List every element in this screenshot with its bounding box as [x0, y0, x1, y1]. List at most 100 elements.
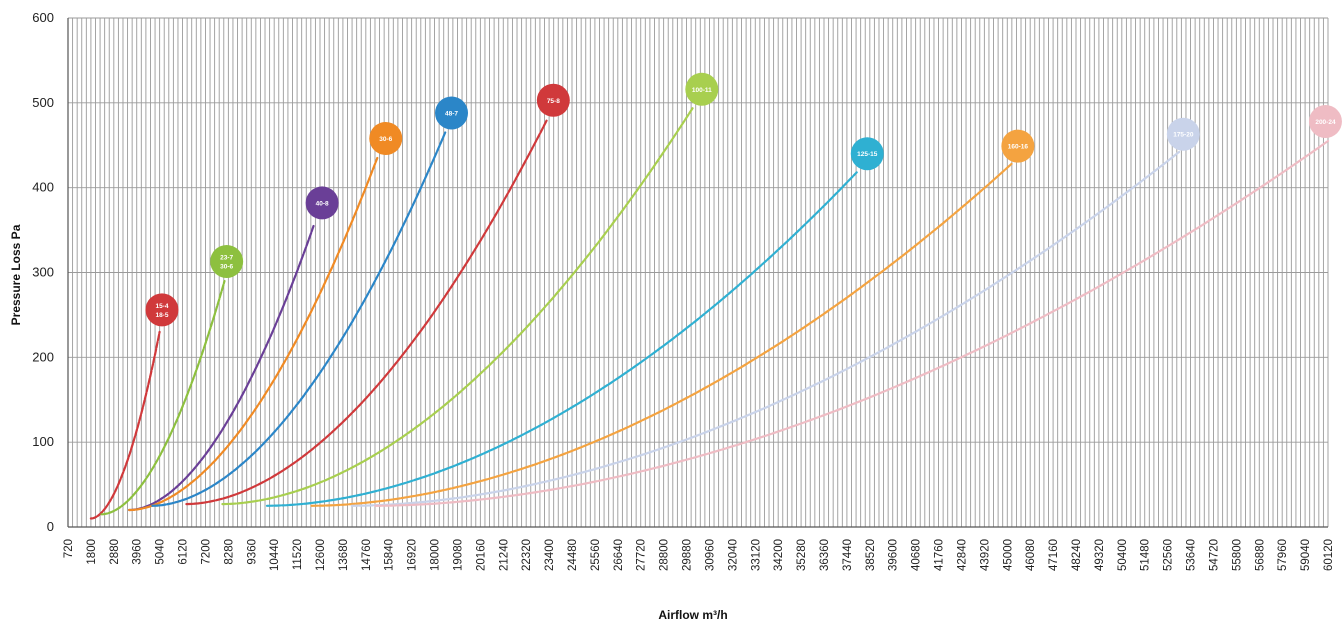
- x-tick-label: 59040: [1300, 539, 1312, 571]
- x-tick-label: 35280: [796, 539, 808, 571]
- x-tick-label: 22320: [521, 539, 533, 571]
- x-tick-label: 10440: [269, 539, 281, 571]
- series-label-bubble: [1308, 104, 1342, 138]
- y-tick-label: 0: [47, 519, 54, 534]
- y-tick-label: 400: [32, 180, 54, 195]
- x-tick-label: 47160: [1048, 539, 1060, 571]
- series-label-text: 48-7: [445, 111, 458, 118]
- x-tick-label: 57960: [1277, 539, 1289, 571]
- x-tick-label: 23400: [544, 539, 556, 571]
- series-label-text: 18-5: [155, 312, 168, 319]
- series-label-text: 160-16: [1008, 144, 1029, 151]
- series-label-text: 100-11: [692, 87, 712, 94]
- x-tick-label: 43920: [979, 539, 991, 571]
- x-tick-label: 42840: [956, 539, 968, 571]
- x-tick-label: 24480: [567, 539, 579, 571]
- x-tick-label: 720: [63, 539, 75, 558]
- x-axis-title: Airflow m³/h: [658, 608, 727, 622]
- series-label-bubble: [305, 186, 339, 220]
- y-tick-label: 500: [32, 95, 54, 110]
- x-tick-label: 28800: [659, 539, 671, 571]
- x-tick-label: 8280: [223, 539, 235, 565]
- x-tick-label: 32040: [727, 539, 739, 571]
- x-tick-label: 5040: [155, 539, 167, 565]
- x-tick-label: 51480: [1140, 539, 1152, 571]
- x-tick-label: 11520: [292, 539, 304, 570]
- series-line: [128, 156, 379, 512]
- x-tick-label: 50400: [1117, 539, 1129, 571]
- series-line: [221, 106, 695, 506]
- series-label-bubble: [145, 293, 179, 327]
- x-tick-label: 46080: [1025, 539, 1037, 571]
- series-label-text: 23-7: [220, 254, 233, 261]
- y-tick-label: 200: [32, 349, 54, 364]
- series-label-bubble: [850, 137, 884, 171]
- tick-labels: 0 100 200 300 400 500 600 720 1800 2880 3960 5040 61…: [32, 10, 1335, 571]
- series-line: [89, 330, 161, 520]
- x-tick-label: 45000: [1002, 539, 1014, 571]
- x-tick-label: 33120: [750, 539, 762, 571]
- series-label-text: 75-8: [547, 98, 560, 105]
- series-labels: 15-4 18-5 23-7 30-6 40-8 30-6 48-7 75-8 100-11 12…: [145, 72, 1342, 327]
- series-line: [128, 224, 315, 512]
- series-label-bubble: [1001, 129, 1035, 163]
- x-tick-label: 2880: [109, 539, 121, 565]
- x-tick-label: 60120: [1323, 539, 1335, 571]
- series-label-bubble: [369, 121, 403, 155]
- series-label-text: 40-8: [316, 200, 329, 207]
- x-tick-label: 12600: [315, 539, 327, 571]
- series-label-text: 30-6: [379, 136, 392, 143]
- x-tick-label: 25560: [590, 539, 602, 571]
- x-tick-label: 26640: [613, 539, 625, 571]
- x-tick-label: 13680: [338, 539, 350, 571]
- series-line: [350, 150, 1181, 507]
- x-tick-label: 16920: [407, 539, 419, 571]
- x-tick-label: 20160: [475, 539, 487, 571]
- series-line: [100, 279, 226, 516]
- gridlines: [67, 17, 1329, 528]
- x-tick-label: 21240: [498, 539, 510, 571]
- x-tick-label: 14760: [361, 539, 373, 571]
- x-tick-label: 48240: [1071, 539, 1083, 571]
- x-tick-label: 39600: [888, 539, 900, 571]
- y-tick-label: 600: [32, 10, 54, 25]
- x-tick-label: 54720: [1208, 539, 1220, 571]
- x-tick-label: 56880: [1254, 539, 1266, 571]
- x-tick-label: 55800: [1231, 539, 1243, 571]
- x-tick-label: 3960: [132, 539, 144, 565]
- series-label-text: 30-6: [220, 263, 233, 270]
- series-line: [310, 162, 1013, 507]
- x-tick-label: 15840: [384, 539, 396, 571]
- series-label-bubble: [536, 83, 570, 117]
- x-tick-label: 27720: [636, 539, 648, 571]
- x-tick-label: 41760: [934, 539, 946, 571]
- x-tick-label: 29880: [682, 539, 694, 571]
- series-line: [151, 131, 447, 507]
- x-tick-label: 52560: [1163, 539, 1175, 571]
- x-tick-label: 37440: [842, 539, 854, 571]
- series-label-text: 200-24: [1315, 119, 1336, 126]
- x-tick-label: 19080: [452, 539, 464, 571]
- series-label-bubble: [1166, 117, 1200, 151]
- x-tick-label: 40680: [911, 539, 923, 571]
- x-tick-label: 9360: [246, 539, 258, 565]
- x-tick-label: 49320: [1094, 539, 1106, 571]
- y-tick-label: 300: [32, 265, 54, 280]
- series-label-text: 125-15: [857, 151, 878, 158]
- series-label-text: 175-20: [1173, 132, 1194, 139]
- series-line: [374, 139, 1330, 507]
- series-lines: [89, 106, 1330, 520]
- x-tick-label: 1800: [86, 539, 98, 565]
- x-tick-label: 53640: [1186, 539, 1198, 571]
- x-tick-label: 38520: [865, 539, 877, 571]
- axes: [67, 18, 1328, 528]
- x-tick-label: 34200: [773, 539, 785, 571]
- x-tick-label: 6120: [178, 539, 190, 565]
- series-label-bubble: [685, 72, 719, 106]
- series-label-bubble: [210, 244, 244, 278]
- y-tick-label: 100: [32, 434, 54, 449]
- x-tick-label: 36360: [819, 539, 831, 571]
- y-axis-title: Pressure Loss Pa: [9, 224, 23, 325]
- x-tick-label: 30960: [704, 539, 716, 571]
